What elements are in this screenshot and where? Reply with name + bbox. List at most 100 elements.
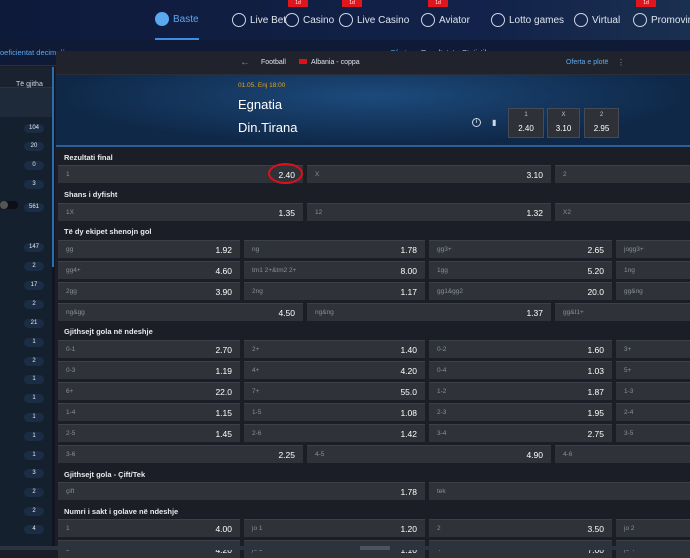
odds-cell[interactable]: 7+ 55.0 [244,382,425,400]
main-odd-2[interactable]: 2 2.95 [584,108,619,138]
odds-cell[interactable]: jo 1 1.20 [244,519,425,537]
odds-cell[interactable]: gg 1.92 [58,240,240,258]
odds-label: 3-4 [437,430,447,437]
odds-cell[interactable]: 0-4 1.03 [429,361,612,379]
odds-cell[interactable]: 2ng 1.17 [244,282,425,300]
toggle-switch[interactable] [0,201,18,209]
odds-label: gg&ng [624,288,643,295]
odds-cell[interactable]: çift 1.78 [58,482,425,500]
odds-cell[interactable]: gg&I1+ [555,303,690,321]
odds-label: tm1 2+&tm2 2+ [252,267,297,274]
breadcrumb-league[interactable]: Albania - coppa [311,59,360,66]
odds-label: 2gg [66,288,77,295]
odds-label: 1ng [624,267,635,274]
nav-live-bet[interactable]: Live Bet [232,0,286,40]
back-arrow-icon[interactable]: ← [240,57,250,68]
nav-promovim[interactable]: Promovim [633,0,690,40]
filter-all[interactable]: Të gjitha [16,81,43,88]
virtual-icon [574,13,588,27]
odds-cell[interactable]: 2 [555,165,690,183]
odds-cell[interactable]: 1 2.40 [58,165,303,183]
odds-cell[interactable]: 0-1 2.70 [58,340,240,358]
odds-format-selector[interactable]: oeficientat decimal [0,48,63,57]
odds-value: 4.90 [526,449,543,460]
odds-value: 1.42 [400,428,417,439]
nav-live-casino[interactable]: Live Casino [339,0,409,40]
odds-label: gg1&gg2 [437,288,464,295]
odds-cell[interactable]: X 3.10 [307,165,551,183]
odds-cell[interactable]: 3-6 2.25 [58,445,303,463]
nav-lotto-games[interactable]: Lotto games [491,0,564,40]
odds-value: 2.70 [215,344,232,355]
main-odd-1[interactable]: 1 2.40 [508,108,544,138]
odds-cell[interactable]: 1X 1.35 [58,203,303,221]
nav-virtual[interactable]: Virtual [574,0,620,40]
nav-baste[interactable]: Baste [155,0,199,40]
odds-cell[interactable]: 0-3 1.19 [58,361,240,379]
odds-label: 1-3 [624,388,634,395]
new-badge: 1d [636,0,656,7]
odds-cell[interactable]: 12 1.32 [307,203,551,221]
odds-cell[interactable]: 1 4.00 [58,519,240,537]
odds-cell[interactable]: gg3+ 2.65 [429,240,612,258]
odds-cell[interactable]: ng 1.78 [244,240,425,258]
breadcrumb: ← Football Albania - coppa Oferta e plot… [56,51,690,75]
odds-label: çift [66,488,75,495]
odds-value: 22.0 [215,386,232,397]
horizontal-scrollbar[interactable] [0,546,690,550]
nav-label: Promovim [651,14,690,26]
odds-cell[interactable]: 1gg 5.20 [429,261,612,279]
odds-cell[interactable]: gg&ng [616,282,690,300]
nav-aviator[interactable]: Aviator [421,0,470,40]
sidebar-count-badge: 17 [24,281,44,290]
sidebar-scroll-thumb[interactable] [52,67,54,267]
odds-cell[interactable]: tek [429,482,690,500]
odds-value: 1.03 [587,365,604,376]
odds-cell[interactable]: 1-5 1.08 [244,403,425,421]
cherry-icon [285,13,299,27]
odds-cell[interactable]: X2 [555,203,690,221]
lotto-icon [491,13,505,27]
odds-cell[interactable]: 3-4 2.75 [429,424,612,442]
odds-cell[interactable]: 2-4 [616,403,690,421]
odds-cell[interactable]: tm1 2+&tm2 2+ 8.00 [244,261,425,279]
nav-casino[interactable]: Casino [285,0,334,40]
odds-cell[interactable]: ng&gg 4.50 [58,303,303,321]
odds-cell[interactable]: 1-4 1.15 [58,403,240,421]
odds-cell[interactable]: 3+ [616,340,690,358]
odds-cell[interactable]: 0-2 1.60 [429,340,612,358]
sidebar-scrollbar[interactable] [52,67,55,550]
top-navigation: Baste Live Bet Casino 1d Live Casino 1d Aviato… [0,0,690,40]
nav-label: Casino [303,14,335,26]
full-offer-link[interactable]: Oferta e plotë [566,59,609,66]
odds-cell[interactable]: 4-6 [555,445,690,463]
odds-cell[interactable]: jogg3+ [616,240,690,258]
breadcrumb-sport[interactable]: Football [261,59,286,66]
menu-dots-icon[interactable]: ⋮ [617,58,625,67]
odds-label: 1X [66,209,74,216]
new-badge: 1d [288,0,308,7]
odds-cell[interactable]: 2 3.50 [429,519,612,537]
odds-cell[interactable]: 2-5 1.45 [58,424,240,442]
odds-value: 8.00 [400,265,417,276]
odds-cell[interactable]: gg4+ 4.60 [58,261,240,279]
odds-cell[interactable]: 2gg 3.90 [58,282,240,300]
stats-icon[interactable]: ▮ [492,118,497,127]
odds-cell[interactable]: 4-5 4.90 [307,445,551,463]
odds-cell[interactable]: gg1&gg2 20.0 [429,282,612,300]
odds-cell[interactable]: 2+ 1.40 [244,340,425,358]
odds-cell[interactable]: 1ng [616,261,690,279]
odds-cell[interactable]: 5+ [616,361,690,379]
odds-cell[interactable]: 1-3 [616,382,690,400]
odds-cell[interactable]: 2-6 1.42 [244,424,425,442]
odds-cell[interactable]: jo 2 [616,519,690,537]
odds-cell[interactable]: 4+ 4.20 [244,361,425,379]
odds-cell[interactable]: 1-2 1.87 [429,382,612,400]
main-odd-x[interactable]: X 3.10 [547,108,580,138]
odds-label: tek [437,488,446,495]
odds-cell[interactable]: 3-5 [616,424,690,442]
info-icon[interactable]: i [472,118,481,127]
odds-cell[interactable]: ng&ng 1.37 [307,303,551,321]
odds-cell[interactable]: 2-3 1.95 [429,403,612,421]
odds-cell[interactable]: 6+ 22.0 [58,382,240,400]
